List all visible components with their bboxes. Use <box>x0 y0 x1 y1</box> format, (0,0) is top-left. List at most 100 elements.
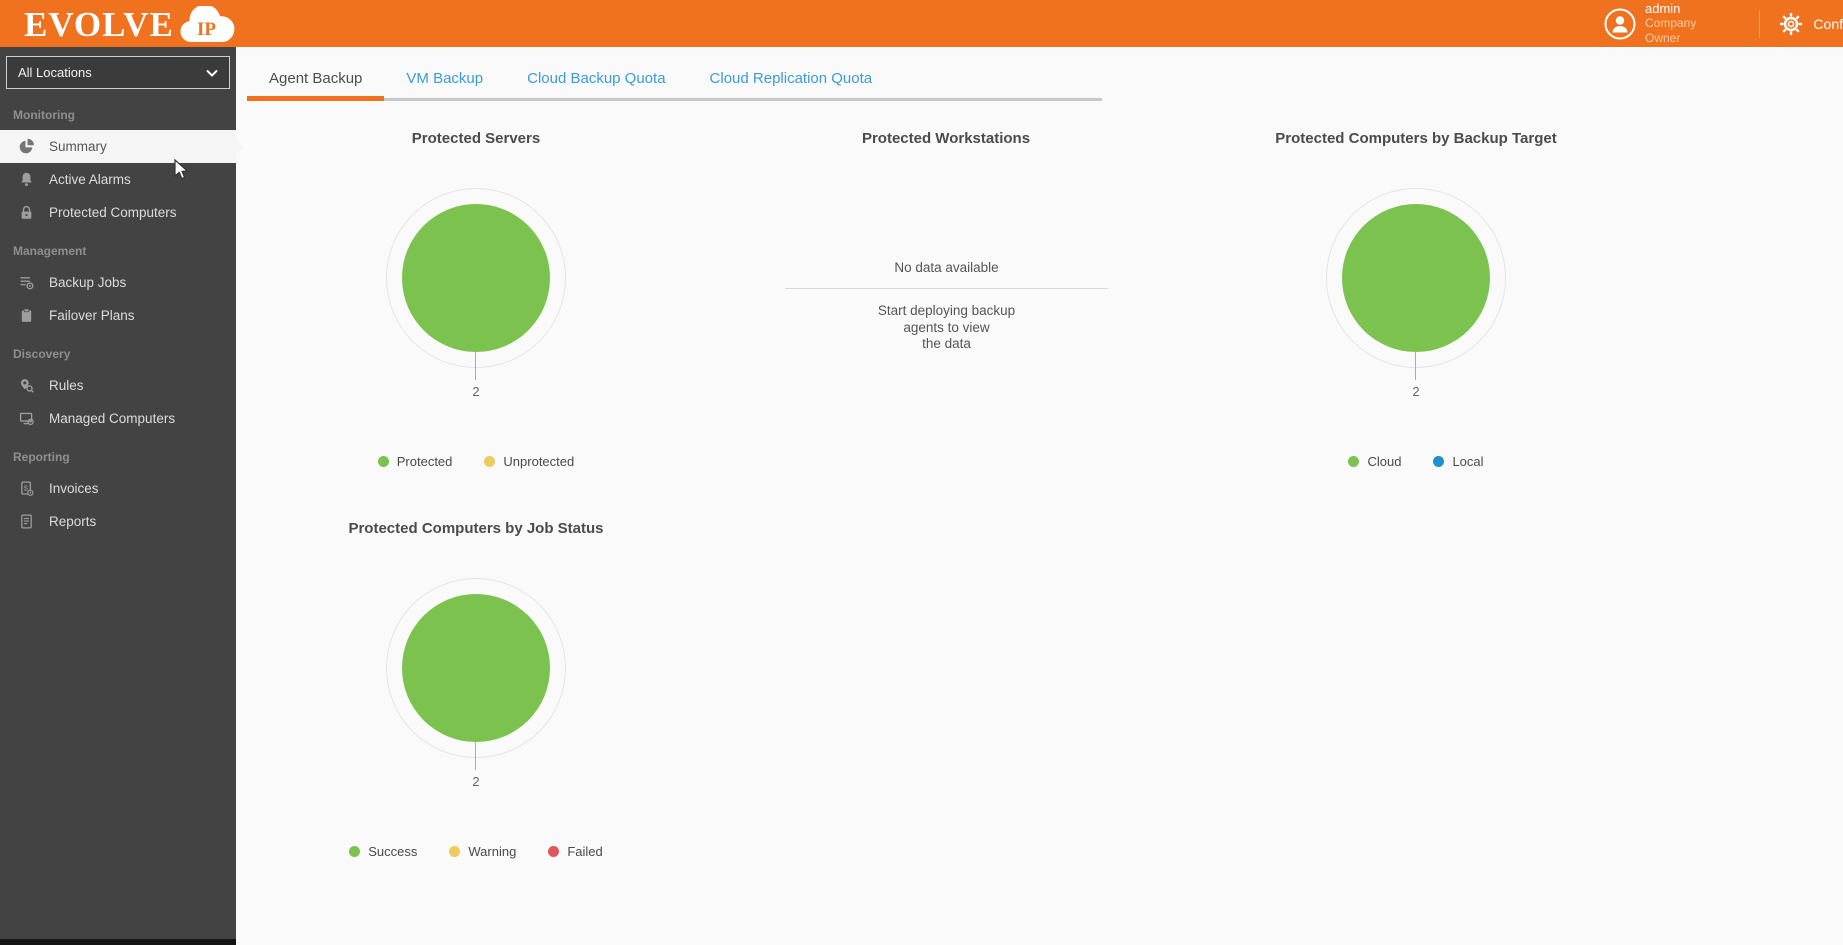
pie-slice-success <box>402 594 550 742</box>
pie-value-label: 2 <box>472 774 480 789</box>
no-data-hint: Start deploying backup agents to view th… <box>785 303 1108 353</box>
rules-icon <box>16 377 36 394</box>
chart-title: Protected Computers by Backup Target <box>1275 130 1557 147</box>
legend-item-protected[interactable]: Protected <box>377 454 453 469</box>
legend-label: Protected <box>396 454 453 469</box>
legend-item-warning[interactable]: Warning <box>449 844 516 859</box>
pie-chart: 2 <box>386 578 566 789</box>
legend-dot <box>449 846 461 857</box>
chart-backup-target: Protected Computers by Backup Target 2 C… <box>1181 110 1651 485</box>
legend-dot <box>1433 456 1445 467</box>
chart-title: Protected Workstations <box>861 130 1031 147</box>
sidebar-item-label: Invoices <box>49 481 99 496</box>
pie-chart: 2 <box>386 188 566 399</box>
sidebar-item-label: Reports <box>49 514 97 529</box>
legend-label: Warning <box>468 844 517 859</box>
sidebar-item-rules[interactable]: Rules <box>0 369 236 402</box>
legend-item-cloud[interactable]: Cloud <box>1348 454 1401 469</box>
sidebar-item-failover-plans[interactable]: Failover Plans <box>0 299 236 332</box>
tab-cloud-backup-quota[interactable]: Cloud Backup Quota <box>505 60 688 101</box>
clipboard-icon <box>16 307 36 324</box>
legend-dot <box>1348 456 1360 467</box>
legend-dot <box>349 846 361 857</box>
sidebar-item-label: Managed Computers <box>49 411 176 426</box>
sidebar-item-label: Active Alarms <box>49 172 131 187</box>
sidebar-section-management: Management <box>13 244 87 258</box>
sidebar-section-reporting: Reporting <box>13 450 70 464</box>
legend-item-local[interactable]: Local <box>1433 454 1484 469</box>
location-filter-select[interactable]: All Locations <box>6 56 230 89</box>
bell-icon <box>16 171 36 188</box>
lock-icon <box>16 204 36 221</box>
invoices-icon: $ <box>16 480 36 497</box>
sidebar-nav: Monitoring Summary Active Ala <box>0 93 243 538</box>
sidebar-item-label: Failover Plans <box>49 308 135 323</box>
sidebar-item-active-alarms[interactable]: Active Alarms <box>0 163 236 196</box>
chart-title: Protected Servers <box>411 130 541 147</box>
legend-item-unprotected[interactable]: Unprotected <box>484 454 574 469</box>
chart-legend: Protected Unprotected <box>241 454 711 469</box>
sidebar-item-invoices[interactable]: $ Invoices <box>0 472 236 505</box>
tabstrip-filler <box>894 60 1102 101</box>
pie-callout-line <box>475 741 476 770</box>
header-right: admin Company Owner <box>1604 0 1843 47</box>
legend-label: Success <box>368 844 418 859</box>
chart-protected-servers: Protected Servers 2 Protected Unprotecte… <box>241 110 711 485</box>
configuration-label: Conf <box>1813 15 1843 32</box>
pie-callout-line <box>475 351 476 380</box>
pie-outer-ring <box>386 578 566 758</box>
managed-computers-icon <box>16 410 36 427</box>
sidebar-item-reports[interactable]: Reports <box>0 505 236 538</box>
hint-line: agents to view <box>903 319 990 335</box>
sidebar-item-summary[interactable]: Summary <box>0 130 243 163</box>
gear-icon <box>1780 12 1803 35</box>
legend-dot <box>377 456 389 467</box>
user-role: Company Owner <box>1645 16 1697 45</box>
cloud-ip-logo-icon: IP <box>180 6 235 43</box>
backup-tabstrip: Agent Backup VM Backup Cloud Backup Quot… <box>247 60 1102 101</box>
reports-icon <box>16 513 36 530</box>
sidebar-section-monitoring: Monitoring <box>13 108 75 122</box>
sidebar-item-managed-computers[interactable]: Managed Computers <box>0 402 236 435</box>
legend-label: Cloud <box>1367 454 1402 469</box>
legend-label: Unprotected <box>503 454 575 469</box>
hint-line: Start deploying backup <box>877 303 1016 318</box>
pie-callout-line <box>1415 351 1416 380</box>
tab-cloud-replication-quota[interactable]: Cloud Replication Quota <box>687 60 895 101</box>
chart-legend: Cloud Local <box>1181 454 1651 469</box>
no-data-message: No data available <box>894 260 999 275</box>
chart-job-status: Protected Computers by Job Status 2 Succ… <box>241 500 711 875</box>
backup-jobs-icon <box>16 274 36 291</box>
logo-text: EVOLVE <box>24 5 174 44</box>
no-data-block: No data available Start deploying backup… <box>785 260 1108 353</box>
sidebar-item-protected-computers[interactable]: Protected Computers <box>0 196 236 229</box>
sidebar: All Locations Monitoring Summary <box>0 47 243 945</box>
pie-chart: 2 <box>1326 188 1506 399</box>
sidebar-item-backup-jobs[interactable]: Backup Jobs <box>0 266 236 299</box>
pie-chart-icon <box>16 138 36 155</box>
user-name: admin <box>1645 1 1681 16</box>
legend-item-failed[interactable]: Failed <box>548 844 603 859</box>
sidebar-section-discovery: Discovery <box>13 347 71 361</box>
legend-dot <box>484 456 496 467</box>
tab-vm-backup[interactable]: VM Backup <box>384 60 506 101</box>
user-info[interactable]: admin Company Owner <box>1645 1 1731 46</box>
configuration-button[interactable]: Conf <box>1778 11 1843 37</box>
svg-text:IP: IP <box>197 19 216 40</box>
svg-text:$: $ <box>23 484 28 493</box>
chart-title: Protected Computers by Job Status <box>348 520 604 537</box>
evolve-ip-logo[interactable]: EVOLVE IP <box>24 4 240 46</box>
pie-outer-ring <box>386 188 566 368</box>
chart-protected-workstations: Protected Workstations No data available… <box>711 110 1181 485</box>
sidebar-item-label: Summary <box>49 139 107 154</box>
chart-legend: Success Warning Failed <box>241 844 711 859</box>
legend-dot <box>548 846 560 857</box>
pie-slice-protected <box>402 204 550 352</box>
no-data-divider <box>785 288 1108 289</box>
sidebar-item-label: Backup Jobs <box>49 275 127 290</box>
legend-item-success[interactable]: Success <box>349 844 417 859</box>
user-avatar-icon[interactable] <box>1604 8 1636 40</box>
sidebar-item-label: Protected Computers <box>49 205 177 220</box>
tab-agent-backup[interactable]: Agent Backup <box>247 60 385 101</box>
main-content: Agent Backup VM Backup Cloud Backup Quot… <box>236 47 1843 945</box>
